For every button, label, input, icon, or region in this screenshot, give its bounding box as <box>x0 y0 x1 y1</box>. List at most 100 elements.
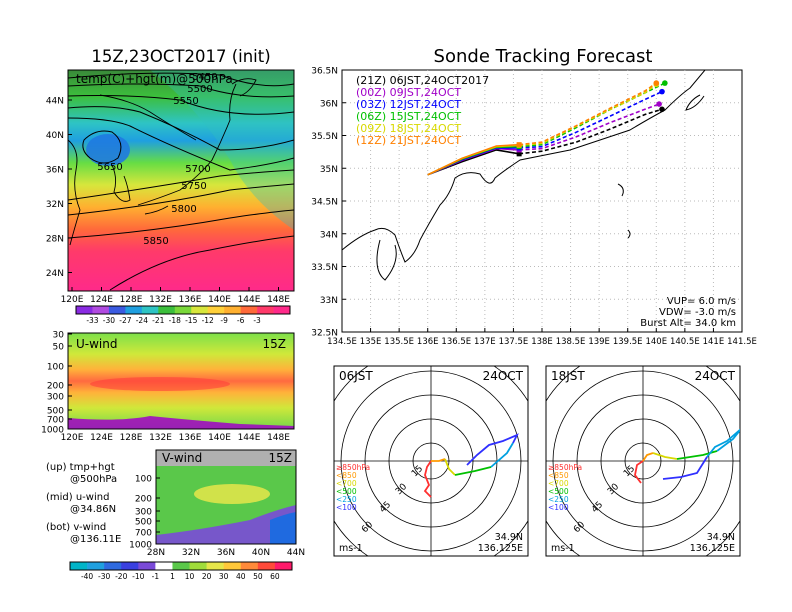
colorbar-swatch <box>76 306 93 314</box>
track-x-ticks: 134.5E 135E 135.5E 136E 136.5E 137E 137.5E 138E… <box>327 328 757 347</box>
legend-entry: (09Z) 18JST,24OCT <box>356 122 461 135</box>
y-tick-label: 24N <box>46 269 64 279</box>
colorbar-swatch <box>108 306 126 314</box>
height-contours <box>68 72 294 291</box>
colorbar-swatch <box>155 562 173 570</box>
colorbar-label: -12 <box>202 316 214 325</box>
x-tick-label: 40N <box>252 548 270 558</box>
y-tick-label: 34N <box>320 230 338 240</box>
colorbar-label: 30 <box>219 572 229 581</box>
v-wind-negative <box>270 512 296 544</box>
v-wind-missing <box>156 450 296 466</box>
colorbar-swatch <box>87 562 105 570</box>
colorbar-swatch <box>104 562 122 570</box>
burst-marker <box>516 142 522 148</box>
x-tick-label: 136E <box>179 433 202 443</box>
track-line-dashed <box>519 82 657 146</box>
colorbar-swatch <box>121 562 139 570</box>
y-tick-label: 1000 <box>129 541 152 551</box>
colorbar-swatch <box>273 306 291 314</box>
v-wind-low-layer <box>156 505 296 544</box>
x-tick-label: 124E <box>90 295 113 305</box>
track-line-dashed <box>519 83 657 147</box>
temp-colorbar: -33 -30 -27 -24 -21 -18 -15 -12 -9 -6 -3 <box>75 305 291 325</box>
param-line: VDW= -3.0 m/s <box>659 307 736 318</box>
y-tick-label: 700 <box>47 416 64 426</box>
left-title: 15Z,23OCT2017 (init) <box>91 47 270 66</box>
pressure-legend-entry: <250 <box>548 495 569 504</box>
legend-entry: (03Z) 12JST,24OCT <box>356 98 461 111</box>
wind-hodograph-segment <box>466 433 519 466</box>
landing-point <box>659 88 665 95</box>
contour-label: 5800 <box>171 204 196 215</box>
pressure-legend-entry: <850 <box>548 471 569 480</box>
x-tick-label: 136E <box>417 337 439 347</box>
x-tick-label: 144E <box>238 433 261 443</box>
v-wind-label: V-wind <box>162 451 202 465</box>
caption-line: (mid) u-wind <box>46 492 109 503</box>
wind-hodograph-segment <box>454 466 492 476</box>
colorbar-frame <box>75 305 291 315</box>
track-line-solid <box>427 143 520 176</box>
y-tick-label: 30 <box>53 331 65 341</box>
y-tick-label: 35N <box>320 165 338 175</box>
colorbar-swatch <box>125 306 143 314</box>
x-tick-label: 135.5E <box>384 337 414 347</box>
colorbar-label: -27 <box>119 316 131 325</box>
contour-label: 5500 <box>187 84 212 95</box>
colorbar-label: -9 <box>220 316 228 325</box>
track-line-dashed <box>519 90 663 149</box>
track-legend: (21Z) 06JST,24OCT2017(00Z) 09JST,24OCT(0… <box>356 74 489 147</box>
wind-hodograph-segment <box>706 428 740 458</box>
wind-hodograph-segment <box>676 450 718 460</box>
colorbar-swatch <box>206 562 224 570</box>
cold-core <box>86 134 130 166</box>
pressure-legend-entry: ≥850hPa <box>548 463 582 472</box>
x-tick-label: 148E <box>267 295 290 305</box>
polar-rings <box>334 366 528 556</box>
y-tick-label: 35.5N <box>311 132 338 142</box>
y-tick-label: 36N <box>46 166 64 176</box>
x-tick-label: 134.5E <box>327 337 357 347</box>
x-tick-label: 120E <box>61 433 84 443</box>
colorbar-label: 50 <box>253 572 263 581</box>
caption-line: @136.11E <box>70 534 121 545</box>
x-tick-label: 139E <box>588 337 610 347</box>
left-map-x-ticks: 120E 124E 128E 132E 136E 140E 144E 148E <box>61 287 290 305</box>
x-tick-label: 44N <box>287 548 305 558</box>
v-wind-x-ticks: 28N 32N 36N 40N 44N <box>147 548 305 558</box>
colorbar-label: -30 <box>103 316 115 325</box>
track-map: 36.5N 36N 35.5N 35N 34.5N 34N 33.5N 33N 32.5N 13… <box>311 67 757 348</box>
colorbar-swatch <box>158 306 176 314</box>
y-tick-label: 36N <box>320 99 338 109</box>
polar-date: 24OCT <box>695 369 736 383</box>
u-wind-frame <box>67 332 295 430</box>
colorbar-label: 10 <box>185 572 195 581</box>
colorbar-swatch <box>240 562 259 570</box>
polar-lon: 136.125E <box>690 543 735 554</box>
y-tick-label: 50 <box>53 343 65 353</box>
left-map-label: temp(C)+hgt(m)@500hPa <box>76 72 233 86</box>
x-tick-label: 138.5E <box>556 337 586 347</box>
x-tick-label: 141.5E <box>727 337 757 347</box>
y-tick-label: 36.5N <box>311 67 338 77</box>
track-coastline <box>342 70 706 281</box>
panel-captions: (up) tmp+hgt@500hPa (mid) u-wind@34.86N (b… <box>46 462 121 545</box>
y-tick-label: 500 <box>47 407 64 417</box>
y-tick-label: 700 <box>135 529 152 539</box>
left-map-y-ticks: 44N 40N 36N 32N 28N 24N <box>46 97 72 279</box>
landing-point <box>656 101 662 107</box>
colorbar-swatch <box>240 306 258 314</box>
x-tick-label: 132E <box>149 295 172 305</box>
x-tick-label: 28N <box>147 548 165 558</box>
y-tick-label: 34.5N <box>311 198 338 208</box>
polar-unit: ms-1 <box>339 543 363 554</box>
polar-time: 18JST <box>551 369 585 383</box>
contour-label: 5450 <box>192 72 217 83</box>
wind-hodograph-segment <box>662 456 708 480</box>
x-tick-label: 128E <box>120 433 143 443</box>
y-tick-label: 33N <box>320 296 338 306</box>
